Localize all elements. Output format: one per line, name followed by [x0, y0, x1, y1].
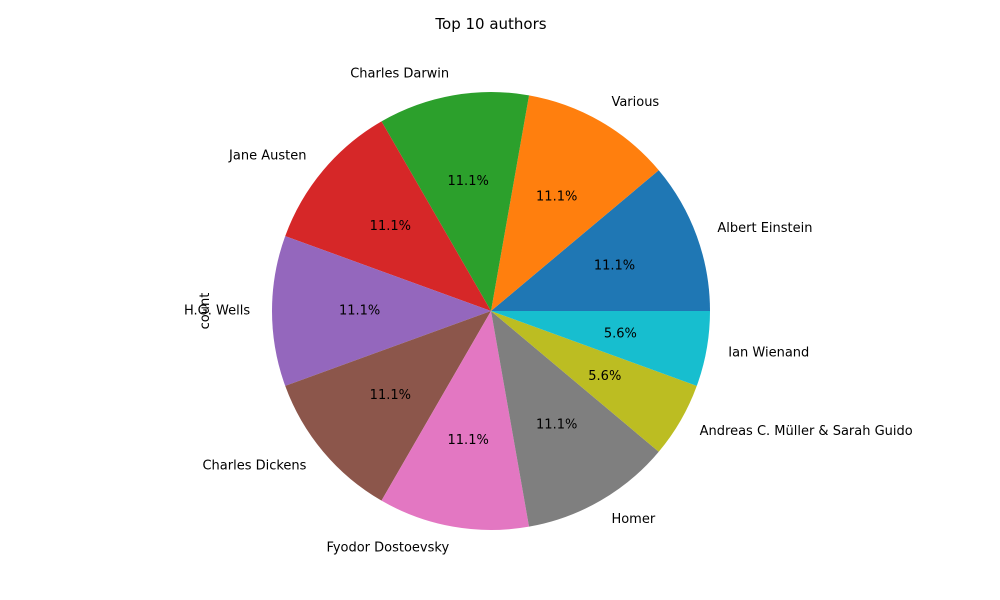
pie-slice-charles-darwin: [381, 92, 530, 311]
pie-slice-ian-wienand: [491, 311, 710, 386]
category-label-albert-einstein: Albert Einstein: [717, 221, 812, 236]
category-label-andreas-c-m-ller-sarah-guido: Andreas C. Müller & Sarah Guido: [700, 424, 913, 439]
percent-label-andreas-c-m-ller-sarah-guido: 5.6%: [588, 369, 621, 384]
percent-label-albert-einstein: 11.1%: [594, 259, 635, 274]
percent-label-charles-darwin: 11.1%: [448, 174, 489, 189]
pie-slice-andreas-c-m-ller-sarah-guido: [491, 311, 697, 452]
pie-slice-h-g-wells: [272, 236, 491, 386]
pie-slice-jane-austen: [285, 121, 491, 311]
percent-label-jane-austen: 11.1%: [370, 219, 411, 234]
percent-label-fyodor-dostoevsky: 11.1%: [448, 433, 489, 448]
pie-slice-charles-dickens: [285, 311, 491, 501]
pie-slice-various: [491, 95, 659, 311]
category-label-charles-dickens: Charles Dickens: [202, 458, 306, 473]
chart-title: Top 10 authors: [434, 15, 546, 33]
category-labels: Albert Einstein Various Charles Darwin Jane…: [184, 66, 913, 555]
category-label-fyodor-dostoevsky: Fyodor Dostoevsky: [327, 541, 450, 556]
percent-label-charles-dickens: 11.1%: [370, 388, 411, 403]
percent-label-ian-wienand: 5.6%: [604, 326, 637, 341]
category-label-jane-austen: Jane Austen: [228, 149, 306, 164]
category-label-ian-wienand: Ian Wienand: [728, 345, 809, 360]
percent-label-various: 11.1%: [536, 190, 577, 205]
percent-label-h-g-wells: 11.1%: [339, 304, 380, 319]
percent-label-homer: 11.1%: [536, 417, 577, 432]
category-label-h-g-wells: H.G. Wells: [184, 304, 250, 319]
pie-slice-homer: [491, 311, 659, 527]
percent-labels: 11.1% 11.1% 11.1% 11.1% 11.1% 11.1% 11.1% 11.1%…: [339, 174, 637, 448]
category-label-charles-darwin: Charles Darwin: [350, 66, 449, 81]
y-axis-label: count: [198, 293, 213, 330]
pie-slices: [272, 92, 710, 530]
category-label-homer: Homer: [611, 512, 655, 527]
category-label-various: Various: [611, 95, 659, 110]
pie-slice-fyodor-dostoevsky: [381, 311, 530, 530]
pie-slice-albert-einstein: [491, 170, 710, 311]
